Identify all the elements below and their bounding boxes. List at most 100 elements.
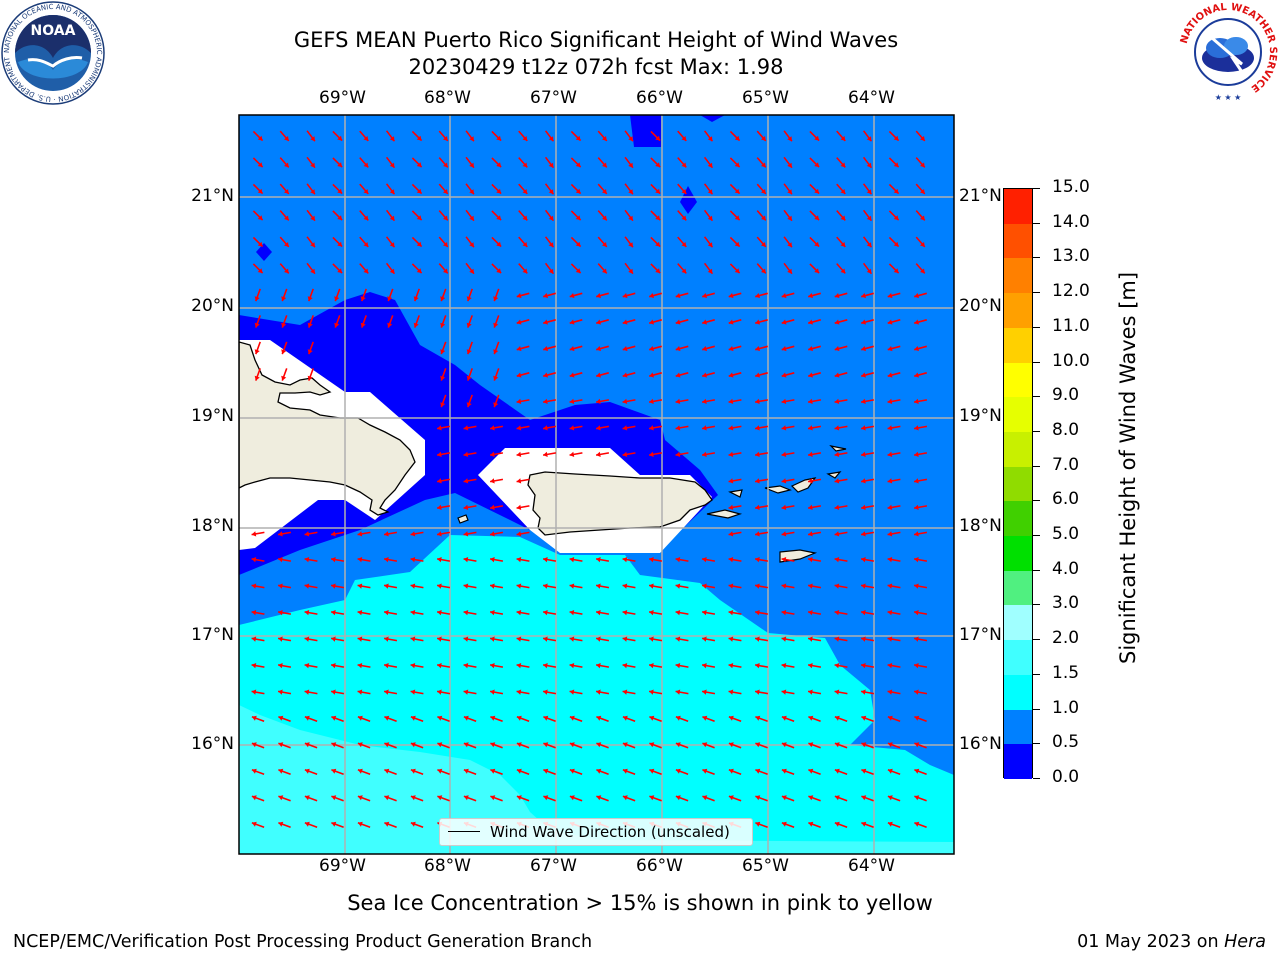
- wind-arrow-head: [575, 188, 581, 194]
- wind-arrow-head: [516, 319, 522, 325]
- lon-tick-top-67w: 67°W: [530, 88, 577, 108]
- island-culebra: [728, 489, 743, 498]
- wind-arrow-head: [251, 689, 257, 695]
- wind-arrow-head: [914, 795, 920, 801]
- wind-arrow-head: [781, 662, 787, 669]
- wind-arrow-head: [781, 346, 787, 352]
- wind-arrow-head: [893, 135, 899, 141]
- wind-arrow-head: [463, 609, 469, 616]
- wind-arrow-head: [357, 662, 363, 669]
- wind-arrow-head: [310, 268, 315, 274]
- wind-arrow-head: [814, 268, 820, 274]
- wind-arrow-head: [702, 583, 707, 589]
- wind-arrow-head: [278, 689, 283, 695]
- wind-arrow-head: [781, 531, 787, 537]
- lon-tick-top-65w: 65°W: [742, 88, 789, 108]
- wind-arrow-head: [437, 636, 442, 642]
- wind-arrow-head: [569, 346, 575, 352]
- wind-arrow-head: [278, 609, 283, 616]
- wind-arrow-head: [575, 162, 581, 168]
- wind-arrow-head: [304, 556, 310, 563]
- wind-arrow-head: [516, 795, 522, 801]
- wind-arrow-head: [622, 451, 628, 458]
- wind-arrow-head: [861, 504, 866, 511]
- wind-arrow-head: [887, 795, 893, 801]
- wind-arrow-head: [278, 556, 283, 563]
- wind-arrow-head: [808, 821, 814, 827]
- colorbar-segment: [1004, 431, 1032, 467]
- wind-arrow-head: [755, 346, 760, 352]
- wind-arrow-head: [649, 715, 655, 721]
- wind-arrow-head: [914, 821, 920, 827]
- island-st-croix: [779, 549, 818, 563]
- wind-arrow-head: [416, 241, 422, 247]
- wind-arrow-head: [331, 583, 336, 589]
- wind-arrow-head: [622, 742, 628, 748]
- wind-arrow-head: [251, 768, 257, 774]
- colorbar-tick-label: 11.0: [1052, 315, 1090, 336]
- wind-arrow-head: [410, 583, 416, 589]
- wind-arrow-head: [707, 189, 713, 195]
- island-st-thomas: [764, 485, 792, 494]
- wind-arrow-head: [834, 583, 840, 589]
- footer-date: 01 May 2023 on Hera: [1077, 932, 1266, 952]
- wind-arrow-head: [728, 478, 734, 484]
- wind-arrow-head: [281, 296, 287, 302]
- wind-arrow-head: [787, 268, 792, 274]
- wind-arrow-head: [728, 451, 734, 458]
- wind-arrow-head: [331, 768, 337, 774]
- colorbar-tick-label: 13.0: [1052, 246, 1090, 267]
- wind-arrow-head: [522, 135, 528, 141]
- wind-arrow-head: [887, 689, 893, 695]
- wind-arrow-head: [389, 189, 395, 195]
- wind-arrow-head: [914, 662, 919, 669]
- wind-arrow-head: [675, 556, 681, 563]
- wind-arrow-head: [787, 136, 792, 142]
- wind-arrow-head: [866, 189, 872, 195]
- wind-arrow-head: [728, 583, 734, 589]
- wind-arrow-head: [702, 372, 707, 378]
- wind-arrow-head: [622, 609, 628, 616]
- wind-arrow-head: [363, 268, 369, 274]
- wind-arrow-head: [442, 241, 448, 247]
- wind-arrow-head: [622, 768, 628, 774]
- wind-arrow-head: [569, 609, 575, 616]
- wind-arrow-head: [596, 293, 601, 299]
- wind-arrow-head: [760, 241, 766, 247]
- wind-arrow-head: [601, 268, 607, 274]
- wind-arrow-head: [887, 531, 893, 537]
- wind-arrow-head: [622, 372, 628, 378]
- wind-arrow-head: [755, 662, 760, 669]
- wind-arrow-head: [596, 609, 601, 616]
- wind-arrow-head: [307, 375, 313, 381]
- wind-arrow-head: [893, 215, 899, 221]
- wind-arrow-head: [728, 609, 734, 616]
- wind-arrow-head: [887, 662, 893, 669]
- wind-arrow-head: [278, 531, 283, 537]
- wind-arrow-head: [622, 636, 628, 642]
- wind-arrow-head: [755, 583, 760, 589]
- wind-arrow-head: [675, 742, 681, 748]
- wind-arrow-head: [808, 636, 813, 642]
- wind-arrow-head: [702, 662, 707, 669]
- wind-arrow-head: [416, 162, 422, 168]
- wind-arrow-head: [304, 742, 310, 748]
- wind-arrow-head: [914, 425, 919, 431]
- wind-arrow-head: [543, 795, 549, 801]
- wind-arrow-head: [516, 715, 522, 721]
- wind-arrow-head: [440, 322, 446, 328]
- wind-arrow-head: [410, 742, 416, 748]
- colorbar-tick-label: 3.0: [1052, 593, 1080, 614]
- wind-arrow-head: [543, 609, 548, 616]
- wind-arrow-head: [601, 188, 607, 194]
- wind-arrow-head: [834, 504, 840, 511]
- lon-tick-bottom-68w: 68°W: [424, 856, 471, 876]
- wind-arrow-head: [914, 742, 920, 748]
- wind-arrow-head: [304, 715, 310, 721]
- lon-tick-top-68w: 68°W: [424, 88, 471, 108]
- wind-arrow-head: [569, 742, 575, 748]
- colorbar-tick: [1033, 222, 1040, 224]
- colorbar-segment: [1004, 258, 1032, 294]
- wind-arrow-head: [834, 556, 840, 563]
- wind-arrow-head: [887, 636, 893, 642]
